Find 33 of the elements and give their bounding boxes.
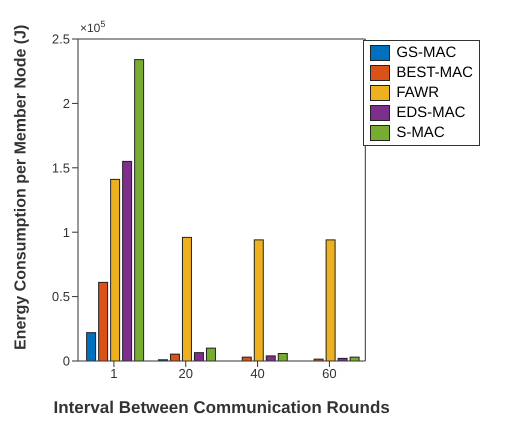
x-tick-label: 1: [110, 366, 118, 382]
bar: [194, 352, 204, 361]
legend-label: S-MAC: [396, 123, 445, 143]
bar: [170, 354, 180, 361]
bar: [326, 239, 336, 361]
bar: [242, 356, 252, 361]
text: ×10$^{5}$: [80, 19, 106, 35]
bar: [110, 178, 120, 361]
legend-label: FAWR: [396, 83, 440, 103]
bar: [134, 59, 144, 361]
bar: [122, 160, 132, 361]
x-tick-label: 20: [178, 366, 193, 382]
y-tick-label: 0: [62, 354, 70, 369]
bar: [98, 282, 108, 361]
legend-label: GS-MAC: [396, 43, 456, 63]
bar: [266, 355, 276, 361]
bar: [206, 348, 216, 361]
y-tick-label: 1: [62, 224, 70, 240]
y-tick-label: 2.5: [52, 32, 70, 47]
bar: [350, 356, 360, 361]
y-tick-label: 1.5: [52, 160, 70, 176]
legend-label: EDS-MAC: [396, 103, 466, 123]
bar: [254, 239, 264, 361]
x-tick-label: 40: [250, 366, 265, 382]
x-tick-label: 60: [322, 366, 337, 382]
y-tick-label: 2: [62, 96, 70, 112]
bar: [86, 332, 96, 361]
legend-label: BEST-MAC: [396, 63, 473, 83]
bar: [278, 353, 288, 361]
bar: [182, 236, 192, 361]
x-axis-title: Interval Between Communication Rounds: [54, 398, 390, 417]
y-tick-label: 0.5: [52, 289, 70, 304]
y-axis-title: Energy Consumption per Member Node (J): [12, 24, 30, 350]
